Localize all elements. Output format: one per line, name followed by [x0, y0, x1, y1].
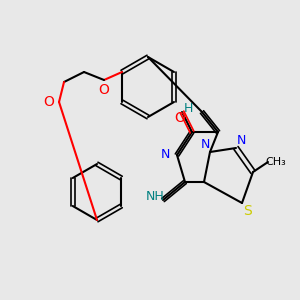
- Text: N: N: [236, 134, 246, 146]
- Text: H: H: [183, 101, 193, 115]
- Text: CH₃: CH₃: [266, 157, 286, 167]
- Text: NH: NH: [146, 190, 164, 203]
- Text: S: S: [243, 204, 251, 218]
- Text: O: O: [44, 95, 55, 109]
- Text: O: O: [99, 83, 110, 97]
- Text: N: N: [160, 148, 170, 161]
- Text: O: O: [175, 111, 185, 125]
- Text: N: N: [200, 137, 210, 151]
